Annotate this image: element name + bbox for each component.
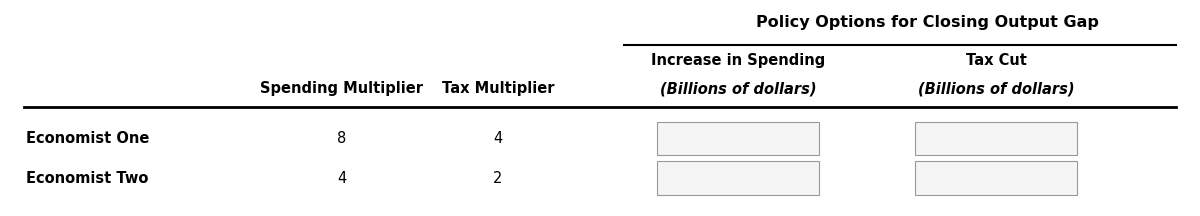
Bar <box>916 162 1078 195</box>
Text: 8: 8 <box>337 131 347 146</box>
Text: Economist Two: Economist Two <box>26 171 149 186</box>
Text: Tax Multiplier: Tax Multiplier <box>442 81 554 96</box>
Bar <box>658 121 818 155</box>
Text: (Billions of dollars): (Billions of dollars) <box>918 81 1074 96</box>
Text: Economist One: Economist One <box>26 131 150 146</box>
Bar <box>916 121 1078 155</box>
Text: 4: 4 <box>337 171 347 186</box>
Text: (Billions of dollars): (Billions of dollars) <box>660 81 816 96</box>
Text: Tax Cut: Tax Cut <box>966 53 1026 68</box>
Text: 2: 2 <box>493 171 503 186</box>
Bar <box>658 162 818 195</box>
Text: Policy Options for Closing Output Gap: Policy Options for Closing Output Gap <box>756 15 1098 30</box>
Text: Increase in Spending: Increase in Spending <box>650 53 826 68</box>
Text: Spending Multiplier: Spending Multiplier <box>260 81 424 96</box>
Text: 4: 4 <box>493 131 503 146</box>
